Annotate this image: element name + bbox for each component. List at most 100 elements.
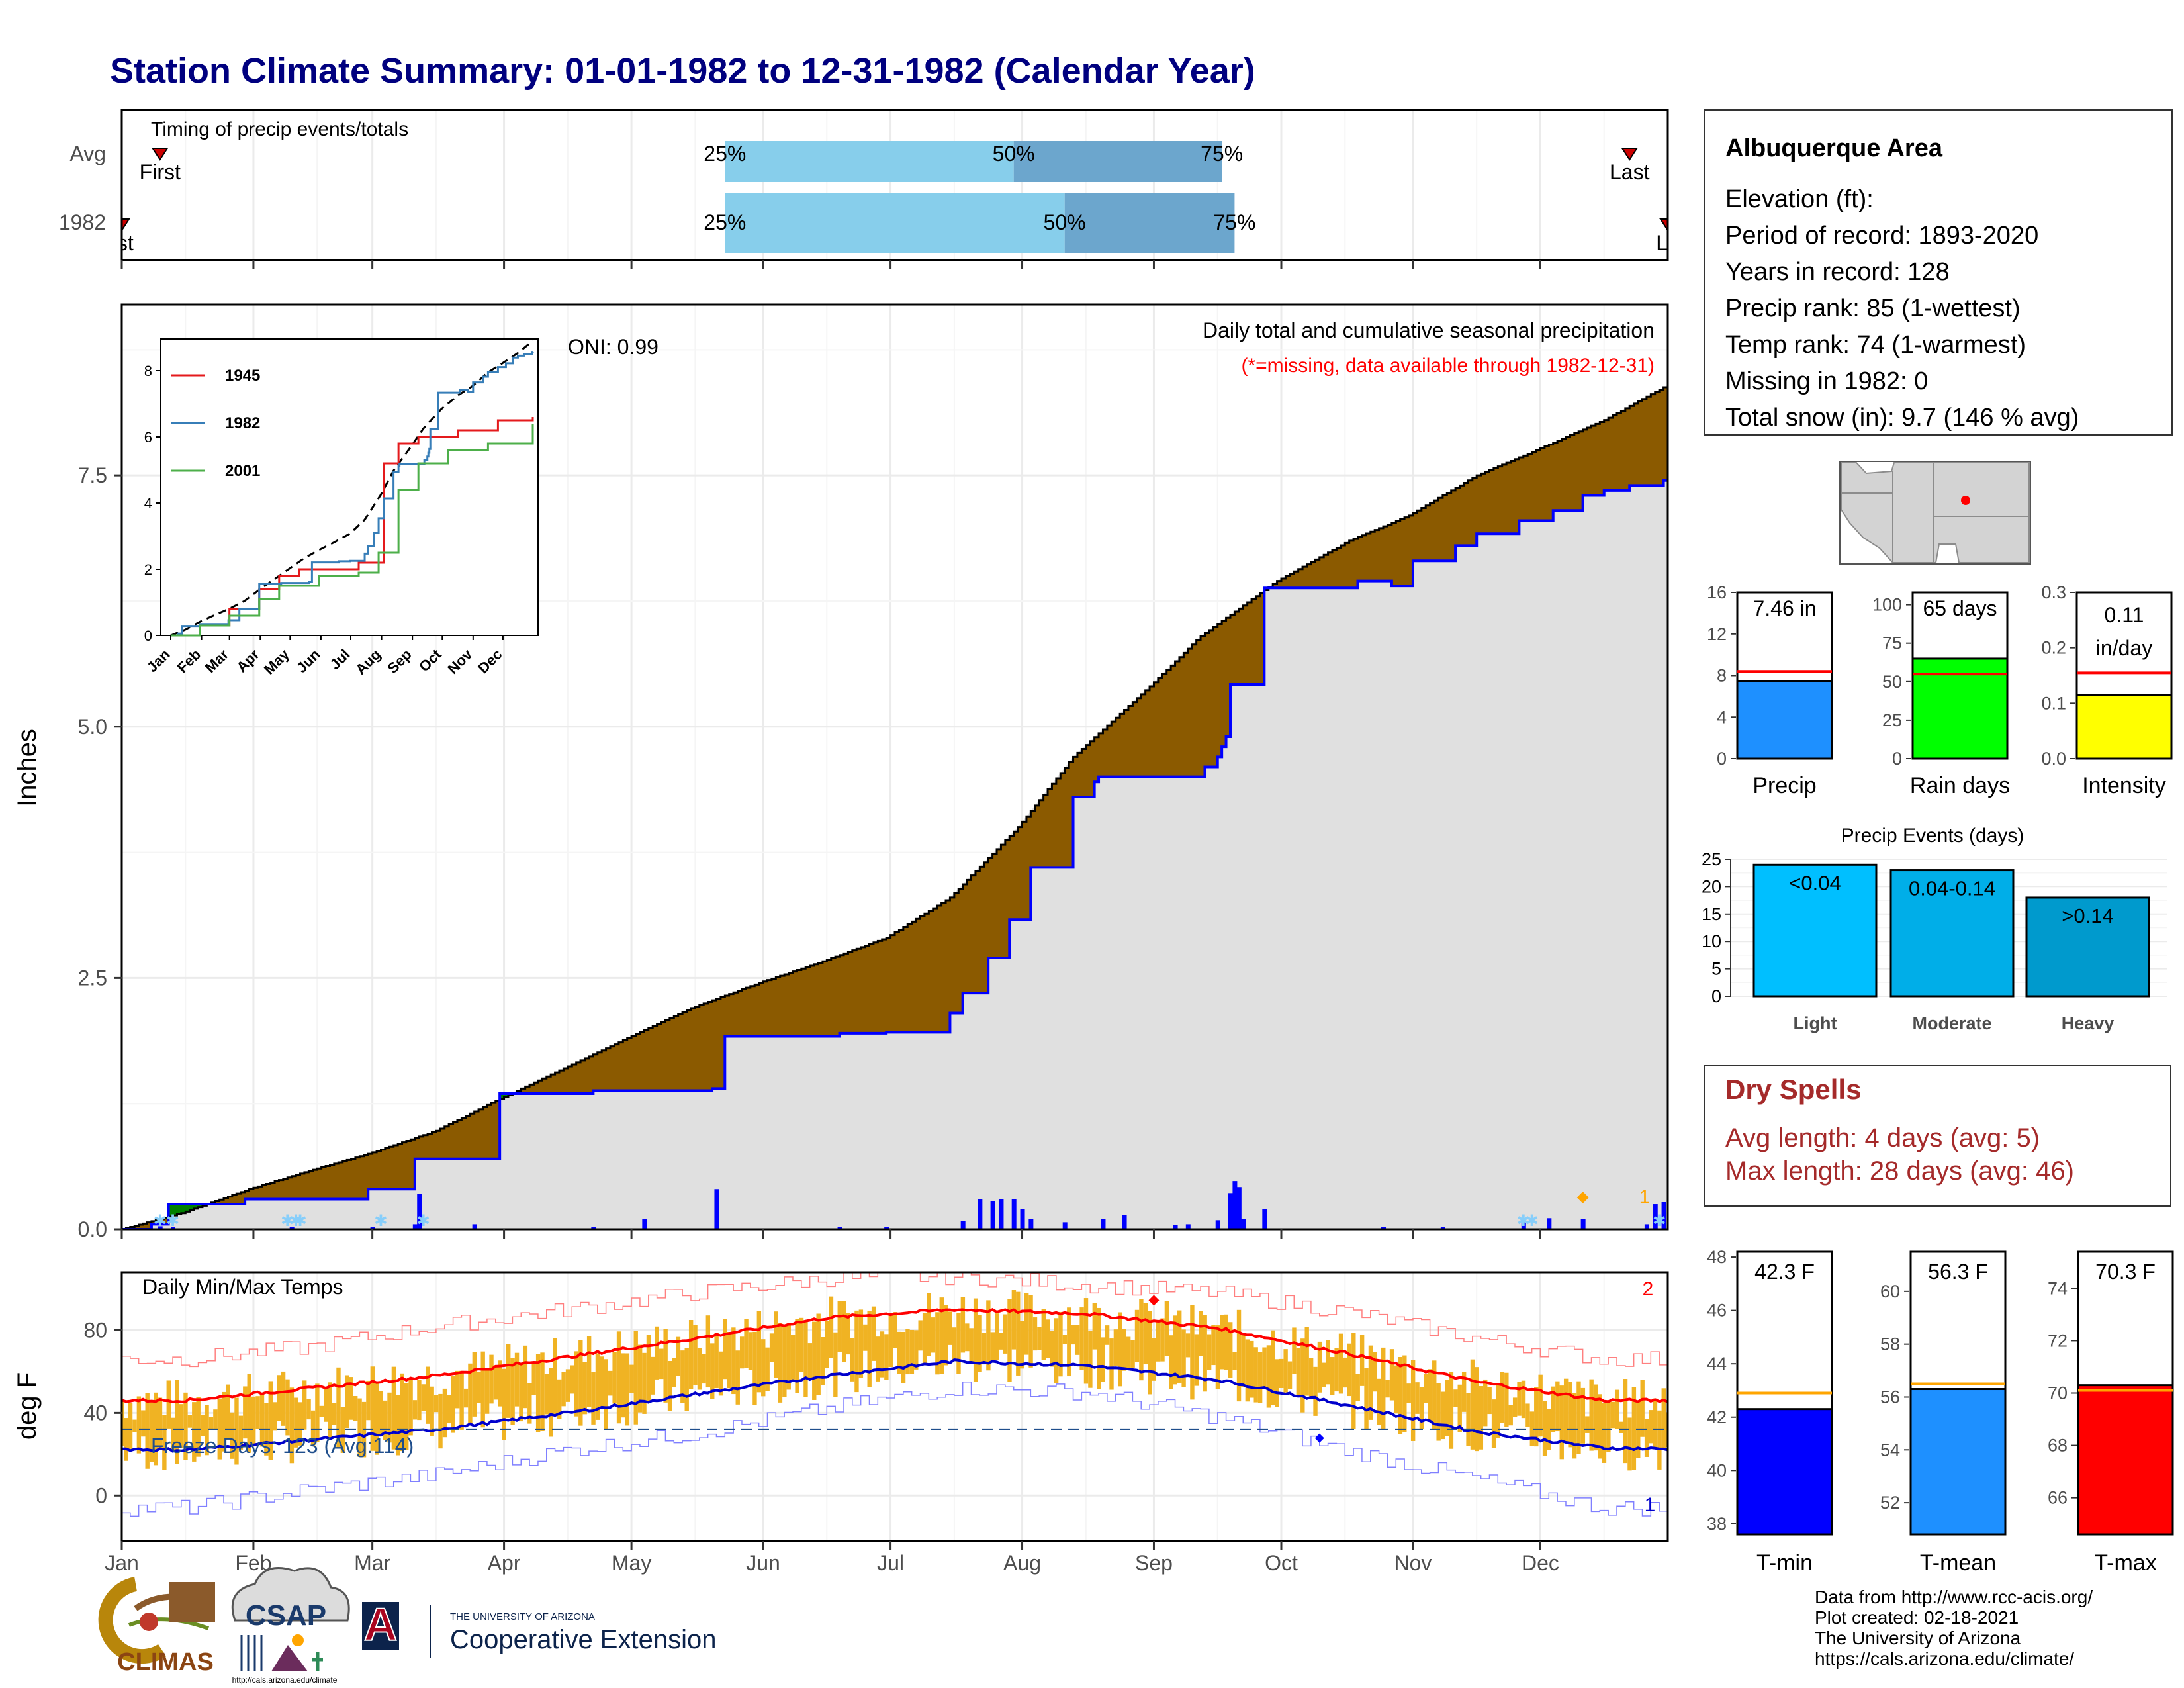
daily-temp-range-bar bbox=[1483, 1379, 1488, 1427]
daily-temp-range-bar bbox=[714, 1333, 719, 1389]
daily-temp-range-bar bbox=[226, 1384, 230, 1440]
daily-temp-range-bar bbox=[1529, 1411, 1535, 1446]
daily-precip-bar bbox=[370, 1227, 375, 1229]
precip-event-category-label: Light bbox=[1794, 1013, 1837, 1033]
temp-bar-value-label: 56.3 F bbox=[1928, 1260, 1988, 1284]
temp-bar-ytick-label: 46 bbox=[1707, 1301, 1727, 1321]
ua-small-text: THE UNIVERSITY OF ARIZONA bbox=[450, 1611, 595, 1622]
daily-temp-range-bar bbox=[455, 1370, 460, 1409]
daily-temp-range-bar bbox=[179, 1404, 184, 1448]
daily-temp-range-bar bbox=[1020, 1321, 1024, 1369]
daily-temp-range-bar bbox=[697, 1348, 702, 1390]
daily-temp-range-bar bbox=[1113, 1329, 1118, 1366]
daily-precip-bar bbox=[642, 1219, 647, 1229]
month-label: Jun bbox=[746, 1551, 780, 1575]
daily-temp-range-bar bbox=[1032, 1317, 1038, 1351]
temp-panel-title: Daily Min/Max Temps bbox=[142, 1275, 343, 1299]
daily-temp-range-bar bbox=[1185, 1333, 1191, 1358]
daily-temp-range-bar bbox=[756, 1311, 762, 1393]
daily-temp-range-bar bbox=[812, 1321, 817, 1400]
daily-temp-range-bar bbox=[1517, 1382, 1522, 1416]
daily-temp-range-bar bbox=[234, 1397, 239, 1465]
daily-temp-range-bar bbox=[255, 1396, 260, 1429]
daily-temp-range-bar bbox=[1083, 1298, 1089, 1384]
timing-panel: 25% 50% 75% First Last 25% 50% 75% rst La Timing … bbox=[59, 109, 1669, 261]
daily-temp-range-bar bbox=[829, 1296, 834, 1358]
mini-bar-ytick-label: 12 bbox=[1707, 624, 1727, 644]
daily-temp-range-bar bbox=[1547, 1409, 1551, 1450]
precip-event-range-label: 0.04-0.14 bbox=[1909, 877, 1995, 900]
daily-precip-bar bbox=[884, 1227, 889, 1229]
daily-temp-range-bar bbox=[871, 1306, 876, 1361]
daily-temp-range-bar bbox=[731, 1327, 736, 1395]
daily-temp-range-bar bbox=[430, 1386, 434, 1436]
daily-precip-bar bbox=[1215, 1220, 1220, 1229]
inset-series-line bbox=[171, 417, 534, 637]
daily-temp-range-bar bbox=[604, 1359, 609, 1429]
mini-bar-value-label: 0.11 bbox=[2105, 603, 2144, 627]
daily-temp-range-bar bbox=[1054, 1318, 1059, 1383]
daily-precip-bar bbox=[1228, 1193, 1233, 1229]
daily-temp-range-bar bbox=[1649, 1410, 1653, 1444]
daily-temp-range-bar bbox=[1568, 1382, 1572, 1448]
month-label: Sep bbox=[1135, 1551, 1173, 1575]
daily-temp-range-bar bbox=[208, 1417, 214, 1429]
daily-temp-range-bar bbox=[310, 1410, 316, 1446]
daily-temp-range-bar bbox=[345, 1375, 349, 1429]
precip-ytick-label: 0.0 bbox=[78, 1217, 107, 1241]
daily-temp-range-bar bbox=[965, 1323, 970, 1352]
daily-temp-range-bar bbox=[820, 1337, 825, 1385]
credit-line: The University of Arizona bbox=[1815, 1628, 2021, 1648]
record-high-count: 2 bbox=[1643, 1278, 1654, 1300]
inset-ytick-label: 2 bbox=[144, 561, 152, 578]
daily-temp-range-bar bbox=[914, 1330, 919, 1370]
temp-bar-ytick-label: 40 bbox=[1707, 1460, 1727, 1480]
station-info-line: Elevation (ft): bbox=[1725, 185, 1874, 213]
daily-temp-range-bar bbox=[375, 1382, 379, 1455]
daily-temp-range-bar bbox=[442, 1388, 447, 1438]
daily-temp-range-bar bbox=[1572, 1393, 1577, 1459]
daily-temp-range-bar bbox=[1148, 1311, 1152, 1395]
snow-event-marker: ✱ bbox=[289, 1212, 302, 1230]
daily-temp-range-bar bbox=[642, 1352, 647, 1414]
normal-cumulative-fill bbox=[122, 385, 1668, 1229]
daily-temp-range-bar bbox=[408, 1379, 413, 1436]
events-ytick-label: 25 bbox=[1702, 849, 1721, 869]
daily-temp-range-bar bbox=[944, 1305, 948, 1366]
daily-temp-range-bar bbox=[1169, 1335, 1173, 1389]
daily-temp-range-bar bbox=[1500, 1372, 1505, 1423]
daily-precip-bar bbox=[999, 1199, 1004, 1229]
daily-temp-range-bar bbox=[1661, 1388, 1666, 1450]
daily-temp-range-bar bbox=[727, 1332, 732, 1389]
daily-temp-range-bar bbox=[319, 1405, 324, 1417]
daily-temp-range-bar bbox=[1253, 1347, 1258, 1403]
daily-temp-range-bar bbox=[752, 1331, 757, 1405]
temp-bar-category-label: T-min bbox=[1756, 1550, 1813, 1575]
temp-bar-ytick-label: 60 bbox=[1880, 1282, 1900, 1301]
daily-temp-range-bar bbox=[1092, 1303, 1097, 1350]
daily-temp-range-bar bbox=[718, 1351, 723, 1396]
daily-temp-range-bar bbox=[986, 1300, 991, 1371]
events-ytick-label: 20 bbox=[1702, 876, 1721, 896]
daily-temp-range-bar bbox=[927, 1293, 931, 1356]
daily-temp-range-bar bbox=[472, 1352, 477, 1417]
daily-temp-range-bar bbox=[463, 1388, 469, 1408]
daily-temp-range-bar bbox=[196, 1397, 201, 1457]
precip-event-bar-moderate bbox=[1889, 869, 2015, 998]
daily-temp-range-bar bbox=[1512, 1397, 1518, 1417]
daily-temp-range-bar bbox=[1479, 1386, 1484, 1450]
daily-temp-range-bar bbox=[1610, 1401, 1615, 1429]
month-label: Dec bbox=[1522, 1551, 1559, 1575]
daily-temp-range-bar bbox=[243, 1386, 248, 1439]
daily-temp-range-bar bbox=[154, 1392, 158, 1466]
daily-temp-range-bar bbox=[651, 1356, 655, 1395]
precip-event-range-label: >0.14 bbox=[2062, 904, 2113, 927]
precip-event-range-label: <0.04 bbox=[1789, 871, 1841, 894]
daily-temp-range-bar bbox=[1139, 1299, 1144, 1381]
temp-bar-ytick-label: 52 bbox=[1880, 1493, 1900, 1513]
daily-temp-range-bar bbox=[1007, 1299, 1012, 1382]
dry-spells-max-length: Max length: 28 days (avg: 46) bbox=[1725, 1156, 2074, 1186]
daily-temp-range-bar bbox=[298, 1402, 302, 1446]
